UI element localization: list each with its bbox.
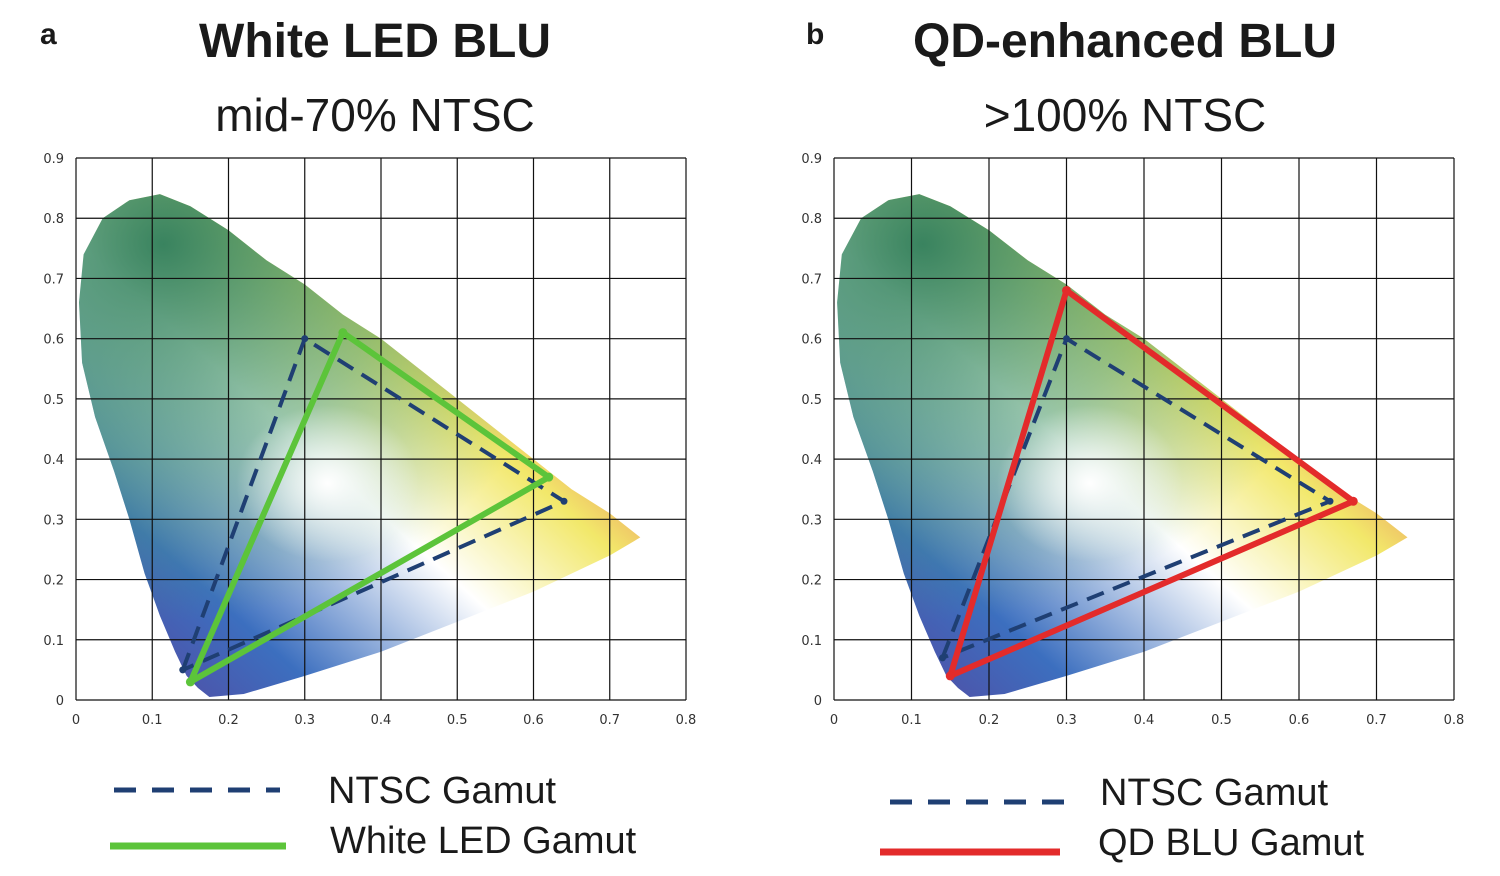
chart-subtitle: mid-70% NTSC — [215, 89, 535, 141]
chart-title: White LED BLU — [199, 15, 551, 68]
gamut-triangle-qd-blu-gamut — [947, 287, 1357, 679]
gamut-vertex-point — [179, 666, 187, 674]
gamut-vertex-point — [544, 472, 554, 482]
x-tick-label: 0.5 — [447, 713, 468, 728]
y-tick-label: 0 — [56, 694, 64, 709]
x-tick-label: 0.6 — [1289, 713, 1310, 728]
legend-label-ntsc: NTSC Gamut — [1100, 772, 1329, 814]
x-tick-label: 0.1 — [901, 713, 922, 728]
cie-chromaticity-plot: 0 0.1 0.2 0.3 0.4 0.5 0.6 0.7 0.8 0 0.1 0.2 0.3 0.4 0.… — [801, 152, 1465, 728]
legend-label-qd-blu: QD BLU Gamut — [1098, 822, 1365, 864]
y-tick-label: 0.1 — [43, 634, 64, 649]
chart-panel-b: b QD-enhanced BLU >100% NTSC 0 0.1 0.2 0.3 0… — [750, 0, 1500, 876]
chart-subtitle: >100% NTSC — [983, 89, 1267, 141]
y-tick-label: 0.2 — [801, 574, 822, 589]
panel-label: a — [40, 18, 57, 51]
chart-panel-a: a White LED BLU mid-70% NTSC 0 0.1 0.2 0.3 0… — [40, 15, 697, 862]
chromaticity-gamut-backdrop — [79, 194, 641, 697]
gamut-vertex-point — [301, 335, 309, 343]
y-tick-label: 0.6 — [43, 333, 64, 348]
y-tick-label: 0.1 — [801, 634, 822, 649]
x-tick-label: 0.3 — [1056, 713, 1077, 728]
cie-chromaticity-plot: 0 0.1 0.2 0.3 0.4 0.5 0.6 0.7 0.8 0 0.1 0.2 0.3 0.4 0.… — [43, 152, 697, 728]
x-tick-label: 0.8 — [676, 713, 697, 728]
x-tick-label: 0.6 — [523, 713, 544, 728]
y-tick-label: 0.6 — [801, 333, 822, 348]
x-tick-label: 0 — [830, 713, 838, 728]
y-tick-label: 0.5 — [801, 393, 822, 408]
gamut-vertex-point — [185, 677, 195, 687]
legend-swatch-qd-blu — [880, 848, 1060, 856]
legend-label-ntsc: NTSC Gamut — [328, 770, 557, 812]
gamut-vertex-point — [1326, 497, 1334, 505]
x-tick-label: 0.2 — [218, 713, 239, 728]
gamut-vertex-point — [338, 328, 348, 338]
y-tick-label: 0.3 — [801, 513, 822, 528]
gamut-triangle-ntsc-gamut — [180, 336, 566, 672]
legend-swatch-ntsc — [890, 799, 1076, 805]
gamut-vertex-point — [1348, 496, 1358, 506]
y-tick-label: 0.8 — [801, 212, 822, 227]
y-tick-label: 0.3 — [43, 513, 64, 528]
x-tick-label: 0.5 — [1211, 713, 1232, 728]
x-tick-label: 0.7 — [599, 713, 620, 728]
x-tick-label: 0.4 — [1134, 713, 1155, 728]
x-tick-label: 0.7 — [1366, 713, 1387, 728]
legend-swatch-white-led — [110, 842, 286, 850]
x-tick-label: 0.3 — [294, 713, 315, 728]
y-tick-label: 0.7 — [43, 272, 64, 287]
y-tick-label: 0.4 — [801, 453, 822, 468]
x-tick-label: 0.1 — [142, 713, 163, 728]
gamut-vertex-point — [560, 497, 568, 505]
legend-label-white-led: White LED Gamut — [330, 820, 637, 862]
gamut-triangle-white-led-gamut — [187, 329, 552, 685]
x-tick-label: 0.2 — [979, 713, 1000, 728]
y-tick-label: 0.7 — [801, 272, 822, 287]
y-tick-label: 0 — [814, 694, 822, 709]
y-tick-label: 0.9 — [801, 152, 822, 167]
x-tick-label: 0 — [72, 713, 80, 728]
x-tick-label: 0.4 — [371, 713, 392, 728]
y-tick-label: 0.2 — [43, 574, 64, 589]
panel-label: b — [806, 18, 825, 51]
gamut-vertex-point — [939, 654, 946, 662]
gamut-vertex-point — [945, 671, 955, 681]
legend-swatch-ntsc — [114, 787, 280, 793]
chromaticity-gamut-backdrop — [837, 194, 1408, 697]
x-tick-label: 0.8 — [1444, 713, 1465, 728]
y-tick-label: 0.9 — [43, 152, 64, 167]
chart-title: QD-enhanced BLU — [912, 15, 1338, 68]
gamut-vertex-point — [1062, 285, 1071, 295]
y-tick-label: 0.4 — [43, 453, 64, 468]
y-tick-label: 0.5 — [43, 393, 64, 408]
gamut-vertex-point — [1063, 335, 1070, 343]
y-tick-label: 0.8 — [43, 212, 64, 227]
